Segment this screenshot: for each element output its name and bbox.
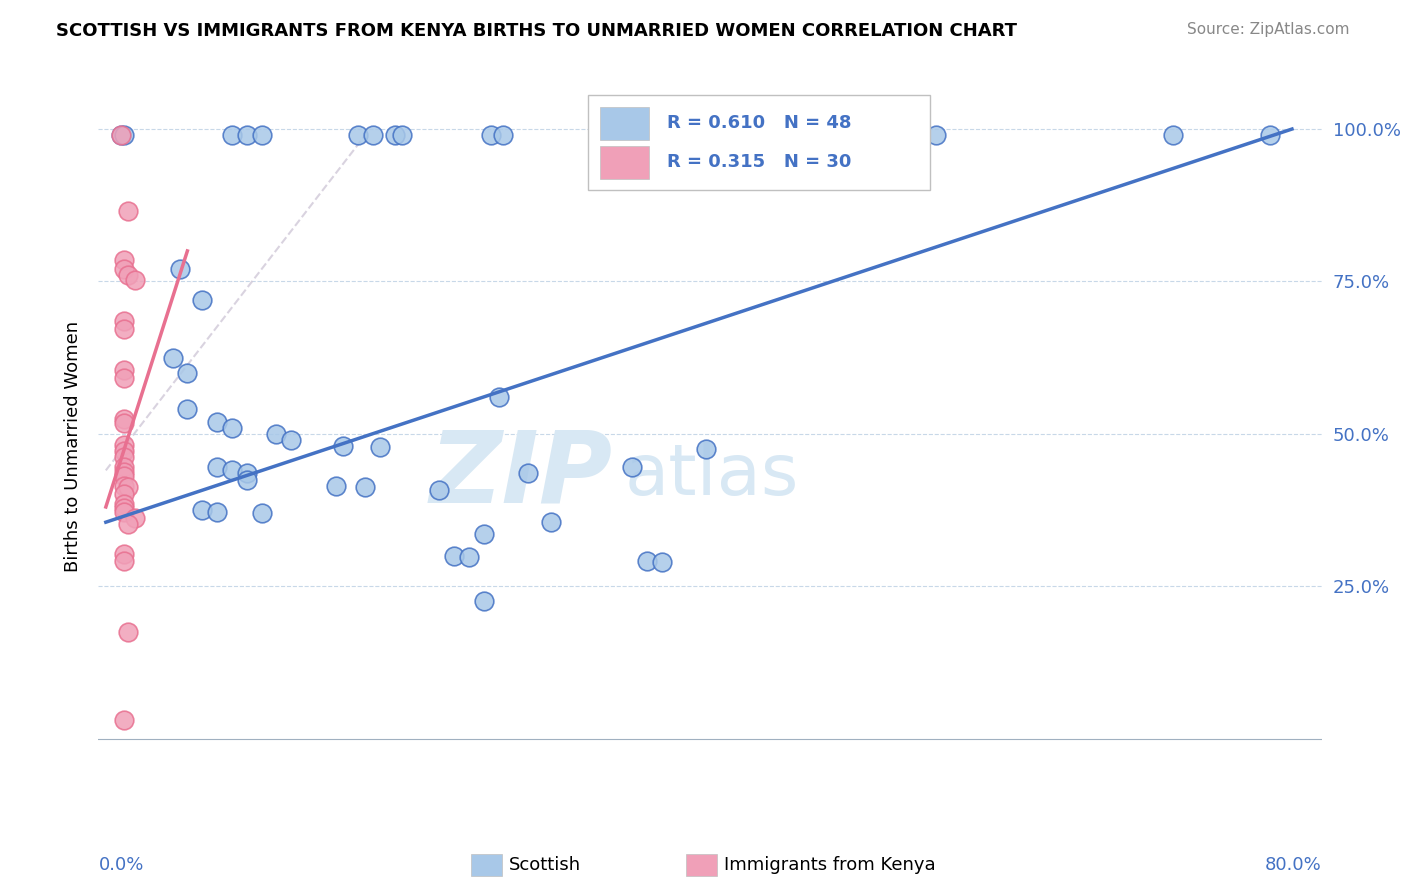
Point [925,128,948,143]
Point [221,421,243,435]
Point [176,402,198,417]
Point [235,128,257,143]
Point [235,467,257,481]
Point [112,548,135,562]
Point [112,262,135,277]
Text: SCOTTISH VS IMMIGRANTS FROM KENYA BIRTHS TO UNMARRIED WOMEN CORRELATION CHART: SCOTTISH VS IMMIGRANTS FROM KENYA BIRTHS… [56,22,1017,40]
Point [540,515,562,529]
Text: atlas: atlas [624,441,799,509]
Point [332,439,354,453]
Point [391,128,413,143]
Point [169,262,191,277]
Text: Scottish: Scottish [509,856,581,874]
Point [112,443,135,458]
Text: ZIP: ZIP [429,426,612,524]
Point [124,511,146,525]
Point [472,527,495,541]
Point [235,473,257,487]
Point [636,553,658,567]
Point [205,460,228,475]
Text: Source: ZipAtlas.com: Source: ZipAtlas.com [1187,22,1350,37]
Point [110,128,132,143]
Text: 80.0%: 80.0% [1265,855,1322,873]
Point [112,128,135,143]
Point [443,549,465,563]
FancyBboxPatch shape [600,146,648,179]
Point [205,415,228,429]
Point [621,460,644,475]
Point [112,478,135,492]
Point [458,549,481,564]
Point [112,322,135,336]
Point [112,465,135,479]
Y-axis label: Births to Unmarried Women: Births to Unmarried Women [63,320,82,572]
Point [517,467,540,481]
Text: 0.0%: 0.0% [98,855,143,873]
Point [117,480,139,494]
Point [429,483,451,497]
Point [205,505,228,519]
Point [112,486,135,500]
Point [117,204,139,219]
Point [1258,128,1281,143]
Point [354,480,377,494]
Point [112,469,135,483]
Point [110,128,132,143]
Point [695,442,717,456]
Point [112,438,135,452]
Point [221,463,243,477]
Point [361,128,384,143]
Point [488,390,510,404]
Point [117,516,139,531]
Point [266,426,288,441]
FancyBboxPatch shape [600,107,648,140]
Point [112,714,135,728]
Point [384,128,406,143]
Point [176,366,198,380]
Point [280,433,302,447]
Point [117,268,139,283]
Point [112,501,135,516]
Point [112,460,135,475]
Point [112,450,135,464]
Point [250,506,273,520]
Point [112,411,135,425]
Point [162,351,184,365]
Point [117,624,139,639]
Point [479,128,502,143]
Point [112,416,135,430]
Point [325,478,347,492]
Point [610,128,633,143]
Point [112,314,135,328]
Point [112,370,135,384]
Point [250,128,273,143]
Point [112,253,135,268]
Point [368,440,391,454]
Point [112,497,135,511]
Point [492,128,515,143]
FancyBboxPatch shape [588,95,931,190]
Text: Immigrants from Kenya: Immigrants from Kenya [724,856,936,874]
Point [221,128,243,143]
Point [191,503,214,517]
Point [112,505,135,519]
Point [1163,128,1185,143]
Point [651,555,673,569]
Point [347,128,370,143]
Point [112,553,135,567]
Point [112,363,135,377]
Point [472,594,495,608]
Text: R = 0.315   N = 30: R = 0.315 N = 30 [668,153,852,171]
Point [191,293,214,307]
Text: R = 0.610   N = 48: R = 0.610 N = 48 [668,113,852,132]
Point [124,273,146,287]
Point [599,128,621,143]
